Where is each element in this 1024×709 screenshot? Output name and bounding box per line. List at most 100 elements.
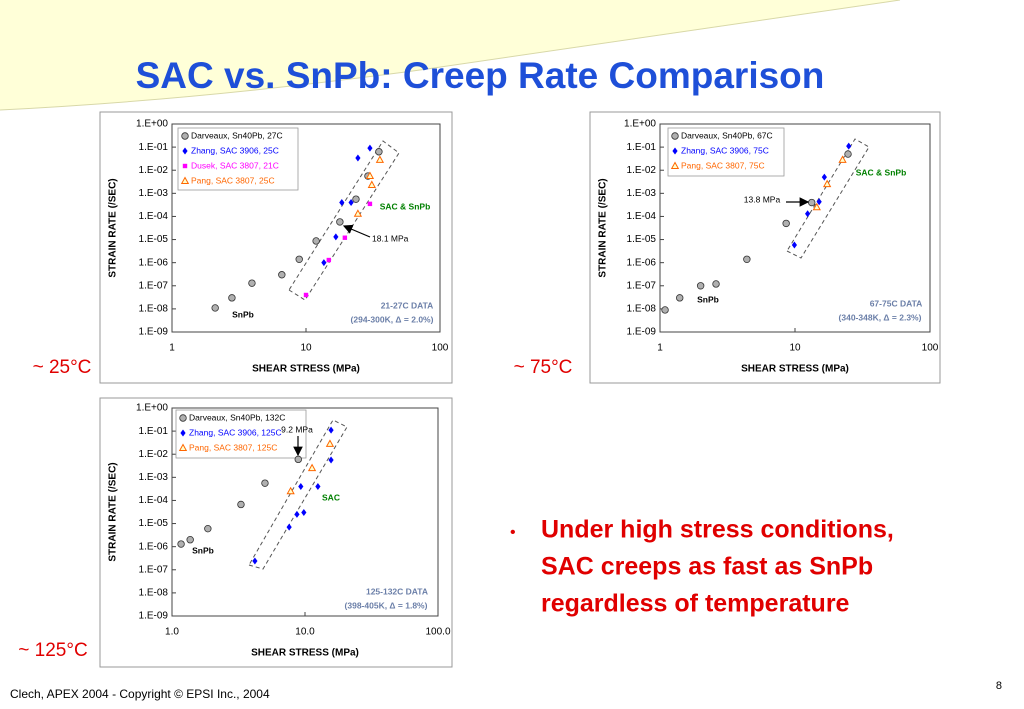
legend-marker xyxy=(671,132,679,140)
data-point xyxy=(307,463,317,472)
legend-marker xyxy=(182,147,188,155)
legend-marker xyxy=(181,132,189,140)
data-point xyxy=(782,219,790,228)
annotation: SAC xyxy=(322,492,340,502)
legend-label: Pang, SAC 3807, 125C xyxy=(189,442,277,452)
y-tick-label: 1.E-02 xyxy=(139,449,169,460)
annotation: 67-75C DATA xyxy=(870,298,923,308)
data-point xyxy=(252,557,258,565)
x-tick-label: 1 xyxy=(657,343,663,354)
legend-label: Darveaux, Sn40Pb, 27C xyxy=(191,130,283,140)
y-tick-label: 1.E-01 xyxy=(627,142,657,153)
bullet-line: SAC creeps as fast as SnPb xyxy=(541,553,873,581)
background-curve xyxy=(0,0,901,111)
y-tick-label: 1.E-02 xyxy=(627,165,657,176)
x-tick-label: 1 xyxy=(169,343,175,354)
data-point xyxy=(336,218,344,226)
legend-marker xyxy=(672,147,678,155)
x-tick-label: 1.0 xyxy=(165,627,179,638)
y-tick-label: 1.E-09 xyxy=(139,327,169,338)
data-point xyxy=(791,241,798,249)
annotation: SnPb xyxy=(232,309,254,319)
y-tick-label: 1.E+00 xyxy=(624,119,656,130)
y-tick-label: 1.E-07 xyxy=(627,280,657,291)
legend-label: Zhang, SAC 3906, 75C xyxy=(681,145,769,155)
legend-box xyxy=(177,127,299,191)
annotation: 21-27C DATA xyxy=(381,300,434,310)
y-tick-label: 1.E-06 xyxy=(139,541,169,552)
legend-marker xyxy=(182,163,188,169)
y-tick-label: 1.E-07 xyxy=(139,280,169,291)
y-tick-label: 1.E-08 xyxy=(627,304,657,315)
temperature-label: ~ 125°C xyxy=(18,640,87,661)
legend-marker xyxy=(179,414,187,422)
y-tick-label: 1.E-03 xyxy=(627,188,657,199)
y-tick-label: 1.E-07 xyxy=(139,564,169,575)
annotation: 9.2 MPa xyxy=(281,424,313,434)
y-axis-title: STRAIN RATE (/SEC) xyxy=(108,178,119,277)
data-point xyxy=(186,536,194,544)
y-tick-label: 1.E+00 xyxy=(136,119,168,130)
x-tick-label: 10.0 xyxy=(295,627,315,638)
data-point xyxy=(696,282,705,290)
x-tick-label: 100.0 xyxy=(425,627,450,638)
data-point xyxy=(237,500,245,509)
data-point xyxy=(846,142,852,150)
y-tick-label: 1.E-05 xyxy=(627,234,657,245)
annotation-arrow xyxy=(342,224,371,238)
y-tick-label: 1.E-09 xyxy=(139,611,169,622)
y-tick-label: 1.E-04 xyxy=(139,495,169,506)
data-point xyxy=(303,292,309,298)
legend-label: Pang, SAC 3807, 75C xyxy=(681,160,765,170)
y-tick-label: 1.E-09 xyxy=(627,327,657,338)
data-point xyxy=(375,148,383,156)
data-point xyxy=(286,486,295,495)
y-tick-label: 1.E-03 xyxy=(139,472,169,483)
data-point xyxy=(294,510,300,518)
legend-marker xyxy=(670,161,680,169)
data-point xyxy=(375,155,385,163)
annotation: 18.1 MPa xyxy=(372,233,409,243)
x-tick-label: 10 xyxy=(300,343,312,354)
sac-region xyxy=(786,138,870,259)
bullet-line: regardless of temperature xyxy=(541,590,850,618)
data-point xyxy=(328,426,334,434)
legend-label: Pang, SAC 3807, 25C xyxy=(191,175,275,185)
legend-marker xyxy=(180,176,190,184)
data-point xyxy=(228,294,236,302)
data-point xyxy=(342,235,348,240)
data-point xyxy=(838,155,847,163)
data-point xyxy=(278,271,286,279)
y-tick-label: 1.E-01 xyxy=(139,142,169,153)
data-point xyxy=(248,279,256,287)
annotation: (294-300K, Δ = 2.0%) xyxy=(351,314,434,324)
legend-box xyxy=(667,127,785,177)
data-point xyxy=(325,439,335,447)
background-swoosh xyxy=(0,0,900,110)
data-point xyxy=(812,202,821,211)
y-tick-label: 1.E-06 xyxy=(627,257,657,268)
page-number: 8 xyxy=(996,680,1002,692)
data-point xyxy=(367,180,376,188)
legend-box xyxy=(175,409,307,459)
data-point xyxy=(298,483,304,491)
sac-region xyxy=(248,419,348,570)
data-point xyxy=(312,237,320,245)
y-tick-label: 1.E-08 xyxy=(139,304,169,315)
annotation: 13.8 MPa xyxy=(744,194,781,204)
data-point xyxy=(353,209,363,217)
data-point xyxy=(743,255,751,263)
data-point xyxy=(286,523,292,531)
data-point xyxy=(328,456,334,464)
slide-title: SAC vs. SnPb: Creep Rate Comparison xyxy=(136,55,825,96)
data-point xyxy=(261,479,269,487)
bullet: • xyxy=(510,524,516,541)
annotation: (340-348K, Δ = 2.3%) xyxy=(839,312,922,322)
data-point xyxy=(211,304,219,312)
y-tick-label: 1.E-08 xyxy=(139,588,169,599)
y-tick-label: 1.E-06 xyxy=(139,257,169,268)
data-point xyxy=(333,233,339,241)
data-point xyxy=(816,198,822,206)
y-tick-label: 1.E+00 xyxy=(136,403,168,414)
